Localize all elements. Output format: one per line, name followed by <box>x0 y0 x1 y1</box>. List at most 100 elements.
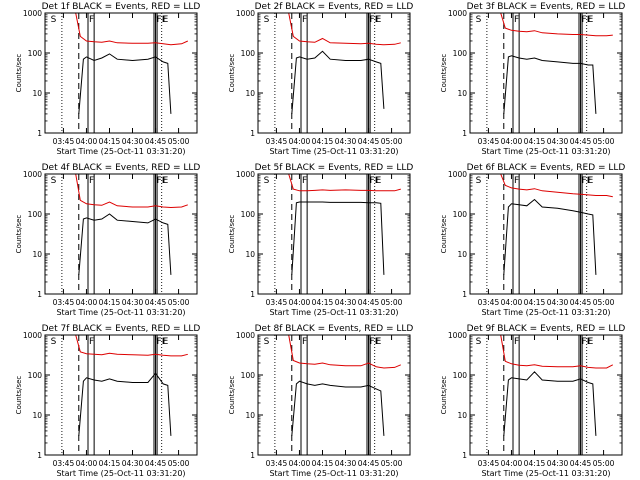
x-tick-label: 04:15 <box>524 459 546 468</box>
y-axis-label: Counts/sec <box>228 54 236 93</box>
marker-label: E <box>588 176 594 186</box>
plot-frame <box>44 173 198 295</box>
y-tick-label: 10 <box>32 89 42 98</box>
series-line-lld <box>288 12 401 46</box>
marker-label: E <box>588 15 594 25</box>
x-tick-label: 04:00 <box>501 137 523 146</box>
marker-label: S <box>264 176 270 186</box>
y-tick-label: 100 <box>241 49 256 58</box>
marker-label: S <box>476 176 482 186</box>
marker-label: F <box>302 15 307 25</box>
y-axis-label: Counts/sec <box>228 215 236 254</box>
panel-title: Det 7f BLACK = Events, RED = LLD <box>42 324 201 334</box>
plot-frame <box>257 334 411 456</box>
x-tick-label: 04:30 <box>122 137 144 146</box>
marker-label: F <box>514 15 519 25</box>
panel-det-4: Det 4f BLACK = Events, RED = LLD 1 10 100 10… <box>15 163 200 317</box>
panel-det-6: Det 6f BLACK = Events, RED = LLD 1 10 100 10… <box>440 163 625 317</box>
y-tick-label: 1 <box>37 451 42 460</box>
x-tick-label: 04:30 <box>122 298 144 307</box>
series-line-events <box>291 201 385 275</box>
x-axis-label: Start Time (25-Oct-11 03:31:20) <box>269 147 398 156</box>
x-tick-label: 04:00 <box>501 298 523 307</box>
y-axis-label: Counts/sec <box>15 376 23 415</box>
marker-label: F <box>514 176 519 186</box>
x-axis-label: Start Time (25-Oct-11 03:31:20) <box>481 308 610 317</box>
y-tick-label: 1000 <box>448 331 467 340</box>
x-axis-label: Start Time (25-Oct-11 03:31:20) <box>56 308 185 317</box>
x-tick-label: 04:30 <box>122 459 144 468</box>
y-tick-label: 1 <box>37 290 42 299</box>
plot-frame <box>469 334 623 456</box>
x-axis-label: Start Time (25-Oct-11 03:31:20) <box>269 469 398 478</box>
marker-label: S <box>476 337 482 347</box>
x-axis-label: Start Time (25-Oct-11 03:31:20) <box>56 469 185 478</box>
panel-title: Det 2f BLACK = Events, RED = LLD <box>255 2 414 12</box>
marker-label: F <box>302 337 307 347</box>
x-tick-label: 04:45 <box>358 298 380 307</box>
x-axis-label: Start Time (25-Oct-11 03:31:20) <box>481 147 610 156</box>
marker-label: FF <box>157 176 167 186</box>
y-tick-label: 1 <box>250 290 255 299</box>
y-tick-label: 1000 <box>236 170 255 179</box>
y-axis-label: Counts/sec <box>228 376 236 415</box>
series-line-events <box>503 198 597 275</box>
series-line-events <box>78 372 172 436</box>
x-tick-label: 03:45 <box>478 459 500 468</box>
x-axis-label: Start Time (25-Oct-11 03:31:20) <box>56 147 185 156</box>
x-tick-label: 04:45 <box>358 459 380 468</box>
series-line-lld <box>500 334 614 369</box>
x-tick-label: 04:45 <box>145 459 167 468</box>
marker-label: S <box>51 15 57 25</box>
x-tick-label: 05:00 <box>593 298 615 307</box>
x-tick-label: 04:15 <box>99 459 121 468</box>
panel-det-7: Det 7f BLACK = Events, RED = LLD 1 10 100 10… <box>15 324 200 478</box>
marker-label: E <box>163 15 169 25</box>
y-tick-label: 100 <box>28 210 43 219</box>
x-tick-label: 04:30 <box>335 459 357 468</box>
x-tick-label: 04:15 <box>312 298 334 307</box>
y-tick-label: 100 <box>28 49 43 58</box>
x-tick-label: 04:00 <box>289 137 311 146</box>
y-tick-label: 10 <box>457 411 467 420</box>
plot-frame <box>44 12 198 134</box>
series-line-events <box>78 213 172 275</box>
x-tick-label: 05:00 <box>168 137 190 146</box>
series-line-lld <box>500 173 613 198</box>
x-tick-label: 04:00 <box>289 298 311 307</box>
x-tick-label: 04:30 <box>335 137 357 146</box>
marker-label: S <box>264 337 270 347</box>
x-tick-label: 05:00 <box>381 459 403 468</box>
x-tick-label: 04:45 <box>570 137 592 146</box>
x-tick-label: 04:15 <box>99 137 121 146</box>
x-tick-label: 04:00 <box>289 459 311 468</box>
x-tick-label: 04:00 <box>76 137 98 146</box>
panel-det-9: Det 9f BLACK = Events, RED = LLD 1 10 100 10… <box>440 324 625 478</box>
marker-label: FF <box>582 337 592 347</box>
panel-det-1: Det 1f BLACK = Events, RED = LLD 1 10 100 10… <box>15 2 200 156</box>
x-tick-label: 03:45 <box>53 137 75 146</box>
y-tick-label: 1000 <box>23 170 42 179</box>
y-tick-label: 1 <box>250 451 255 460</box>
y-tick-label: 10 <box>32 250 42 259</box>
plot-frame <box>257 173 411 295</box>
panel-title: Det 6f BLACK = Events, RED = LLD <box>467 163 626 173</box>
y-tick-label: 1000 <box>23 331 42 340</box>
panel-det-5: Det 5f BLACK = Events, RED = LLD 1 10 100 10… <box>228 163 413 317</box>
y-tick-label: 10 <box>245 411 255 420</box>
marker-label: E <box>588 337 594 347</box>
y-tick-label: 1000 <box>236 9 255 18</box>
marker-label: S <box>51 337 57 347</box>
x-tick-label: 05:00 <box>593 459 615 468</box>
marker-label: E <box>376 15 382 25</box>
y-tick-label: 1 <box>37 129 42 138</box>
x-tick-label: 05:00 <box>381 298 403 307</box>
y-tick-label: 100 <box>453 210 468 219</box>
x-tick-label: 03:45 <box>478 137 500 146</box>
series-line-lld <box>288 334 401 369</box>
y-tick-label: 100 <box>453 371 468 380</box>
x-tick-label: 05:00 <box>381 137 403 146</box>
x-tick-label: 04:00 <box>76 298 98 307</box>
plot-frame <box>469 12 623 134</box>
x-tick-label: 03:45 <box>53 298 75 307</box>
